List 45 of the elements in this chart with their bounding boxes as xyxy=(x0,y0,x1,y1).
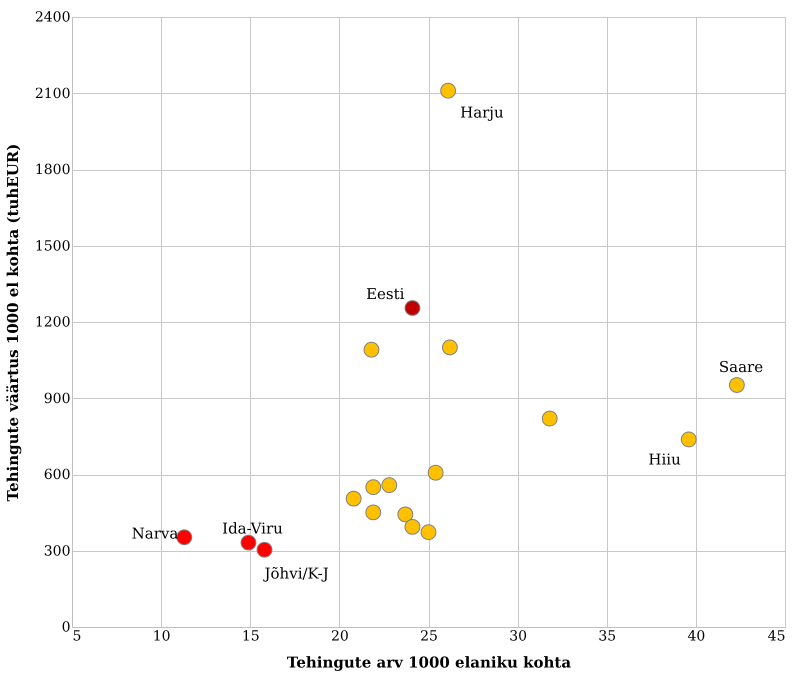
annotation: Eesti xyxy=(366,285,405,304)
point xyxy=(428,464,444,481)
point xyxy=(440,82,456,99)
point xyxy=(420,524,436,540)
point xyxy=(542,410,558,426)
y-tick-label: 1200 xyxy=(34,314,70,330)
point xyxy=(364,342,380,358)
y-tick-label: 600 xyxy=(44,467,70,483)
y-tick-label: 2400 xyxy=(34,10,70,26)
point xyxy=(680,432,697,448)
x-tick-label: 25 xyxy=(420,628,438,644)
y-tick-label: 2100 xyxy=(34,86,70,102)
x-tick-label: 20 xyxy=(330,628,349,644)
point xyxy=(728,377,745,393)
y-tick-label: 1800 xyxy=(34,162,70,178)
x-tick-label: 10 xyxy=(152,628,171,644)
annotation: Jõhvi/K-J xyxy=(262,564,329,583)
point xyxy=(442,340,458,356)
point xyxy=(240,534,256,551)
annotation: Narva xyxy=(132,524,178,542)
point xyxy=(256,542,272,558)
annotation: Ida-Viru xyxy=(222,520,284,538)
x-tick-label: 40 xyxy=(687,628,706,644)
y-tick-label: 0 xyxy=(62,620,70,636)
point xyxy=(404,518,420,535)
x-tick-label: 45 xyxy=(768,628,786,644)
point xyxy=(404,300,420,316)
point xyxy=(365,504,382,520)
y-tick-label: 300 xyxy=(44,543,70,560)
point xyxy=(381,477,398,494)
y-tick-label: 1500 xyxy=(34,238,70,254)
y-tick-label: 900 xyxy=(44,390,70,407)
point xyxy=(397,506,414,522)
x-tick-label: 15 xyxy=(242,628,260,644)
point xyxy=(176,529,192,546)
x-tick-label: 5 xyxy=(72,628,82,644)
x-tick-label: 30 xyxy=(509,628,528,644)
point xyxy=(365,479,382,496)
annotation: Harju xyxy=(460,104,504,122)
annotation: Hiiu xyxy=(648,450,682,468)
y-axis-title: Tehingute väärtus 1000 el kohta (tuhEUR) xyxy=(4,144,22,502)
point xyxy=(346,490,362,507)
annotation: Saare xyxy=(718,358,764,376)
x-tick-label: 35 xyxy=(598,628,616,644)
x-axis-title: Tehingute arv 1000 elaniku kohta xyxy=(286,654,572,672)
